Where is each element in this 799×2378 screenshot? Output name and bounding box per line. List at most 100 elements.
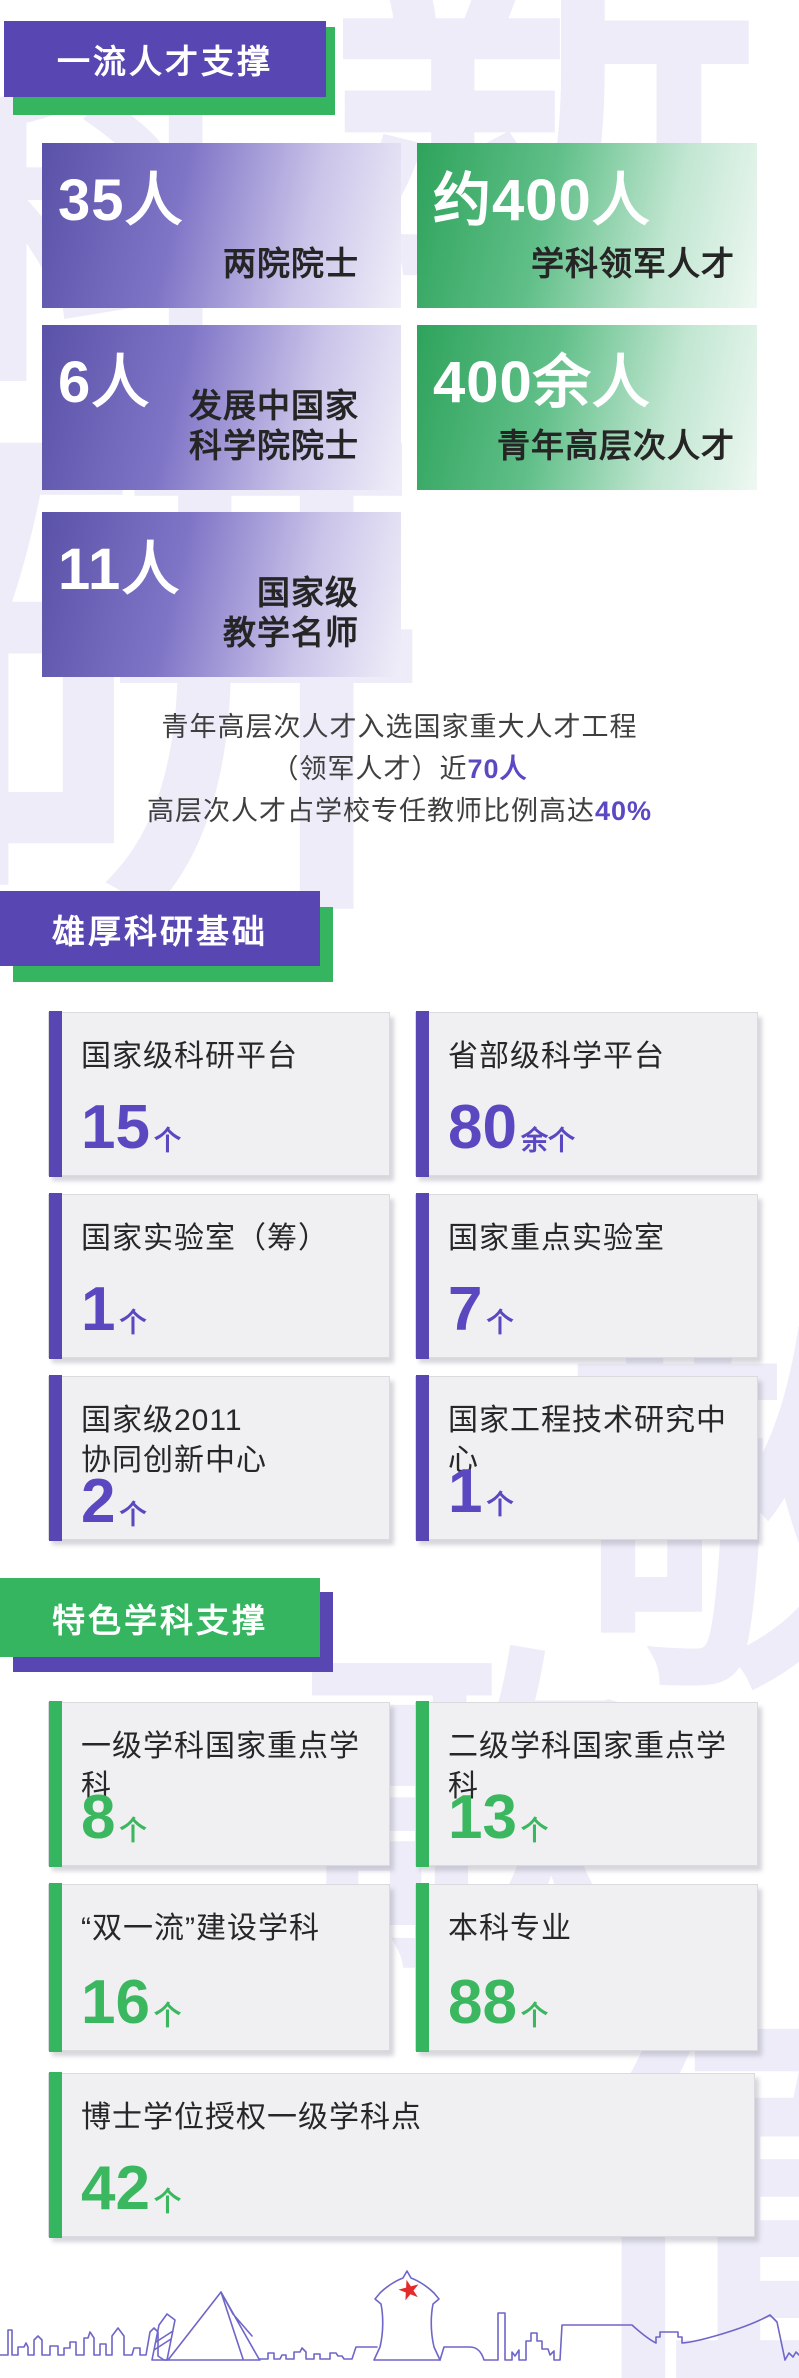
card-number-row: 1 个 [81,1275,147,1345]
stat-box-discipline-leaders: 约400人 学科领军人才 [417,143,757,308]
card-number-row: 7 个 [448,1275,514,1345]
card-accent-bar [416,1883,429,2052]
card-title: 一级学科国家重点学科 [81,1730,360,1803]
stat-value: 约400人 [433,168,651,233]
card-number: 15 [81,1093,150,1163]
card-unit: 个 [119,1308,147,1338]
card-number-row: 2 个 [81,1467,147,1537]
section-badge-talent: 一流人才支撑 [4,21,326,97]
stat-box-twas-academicians: 6人 发展中国家 科学院院士 [42,325,401,490]
discipline-card-second-level: 二级学科国家重点学科 13 个 [415,1701,758,1867]
stat-box-young-talents: 400余人 青年高层次人才 [417,325,757,490]
card-number-row: 13 个 [448,1783,548,1853]
card-accent-bar [49,1011,62,1177]
card-unit: 个 [486,1490,514,1520]
card-accent-bar [49,1375,62,1541]
card-unit: 余个 [520,1126,575,1156]
card-number: 16 [81,1968,150,2038]
card-number: 1 [448,1457,483,1527]
stat-label: 两院院士 [223,245,359,282]
stat-value: 6人 [58,350,151,415]
card-number: 13 [448,1783,517,1853]
stat-box-academicians: 35人 两院院士 [42,143,401,308]
research-card-key-labs: 国家重点实验室 7 个 [415,1193,758,1359]
discipline-card-double-first-class: “双一流”建设学科 16 个 [48,1883,390,2052]
card-number-row: 16 个 [81,1968,181,2038]
skyline-left-buildings [0,2327,169,2361]
stat-value: 35人 [58,168,184,233]
discipline-card-undergraduate-majors: 本科专业 88 个 [415,1883,758,2052]
card-unit: 个 [153,2187,181,2217]
card-unit: 个 [119,1816,147,1846]
card-title: 二级学科国家重点学科 [448,1730,727,1803]
card-accent-bar [49,2072,62,2238]
stat-label: 国家级 教学名师 [223,574,359,651]
card-number: 7 [448,1275,483,1345]
skyline-right-buildings [439,2312,799,2361]
section-badge-discipline: 特色学科支撑 [0,1578,320,1657]
card-number-row: 42 个 [81,2154,181,2224]
card-unit: 个 [153,2001,181,2031]
card-accent-bar [49,1701,62,1867]
card-unit: 个 [520,2001,548,2031]
card-accent-bar [416,1701,429,1867]
card-number-row: 88 个 [448,1968,548,2038]
stat-box-teaching-masters: 11人 国家级 教学名师 [42,512,401,677]
stat-value: 11人 [58,537,181,602]
note-highlight: 40% [594,796,653,826]
card-accent-bar [416,1193,429,1359]
card-unit: 个 [153,1126,181,1156]
card-unit: 个 [520,1816,548,1846]
card-title: 国家工程技术研究中心 [448,1404,727,1477]
skyline-pyramid [167,2291,261,2361]
card-title: 国家级科研平台 [81,1040,298,1073]
card-number: 2 [81,1467,116,1537]
talent-note-paragraph: 青年高层次人才入选国家重大人才工程 （领军人才）近70人 高层次人才占学校专任教… [0,706,799,832]
discipline-card-first-level: 一级学科国家重点学科 8 个 [48,1701,390,1867]
card-number-row: 8 个 [81,1787,147,1849]
card-accent-bar [416,1011,429,1177]
card-title: 省部级科学平台 [448,1040,665,1073]
research-card-national-lab: 国家实验室（筹） 1 个 [48,1193,390,1359]
card-accent-bar [49,1193,62,1359]
stat-label: 学科领军人才 [531,245,735,282]
card-title: 国家重点实验室 [448,1222,665,1255]
card-number: 1 [81,1275,116,1345]
discipline-card-doctoral-programs: 博士学位授权一级学科点 42 个 [48,2072,755,2238]
stat-label: 发展中国家 科学院院士 [189,387,359,464]
research-card-engineering-centers: 国家工程技术研究中心 1 个 [415,1375,758,1541]
card-accent-bar [416,1375,429,1541]
card-unit: 个 [486,1308,514,1338]
skyline-sail-sculpture [151,2313,176,2361]
stat-value: 400余人 [433,350,651,415]
note-line-2: （领军人才）近70人 [271,754,528,784]
note-highlight: 70人 [467,754,528,784]
star-icon: ★ [394,2272,425,2307]
card-title: “双一流”建设学科 [81,1912,320,1945]
note-line-3: 高层次人才占学校专任教师比例高达40% [146,796,653,826]
research-card-provincial-platforms: 省部级科学平台 80 余个 [415,1011,758,1177]
card-number: 42 [81,2154,150,2224]
card-unit: 个 [119,1500,147,1530]
card-number-row: 1 个 [448,1457,514,1527]
section-badge-label: 特色学科支撑 [52,1601,268,1639]
card-accent-bar [49,1883,62,2052]
skyline-memorial-tower [373,2270,441,2361]
skyline-illustration: ★ [0,2270,799,2361]
card-title: 博士学位授权一级学科点 [81,2101,422,2134]
card-title: 本科专业 [448,1912,572,1945]
card-number-row: 15 个 [81,1093,181,1163]
section-badge-label: 一流人才支撑 [57,43,273,80]
card-title: 国家级2011 协同创新中心 [81,1404,267,1477]
section-badge-research: 雄厚科研基础 [0,891,320,966]
skyline-mid-buildings [259,2346,378,2360]
card-number: 80 [448,1093,517,1163]
research-card-2011-centers: 国家级2011 协同创新中心 2 个 [48,1375,390,1541]
watermark-glyph: 研 [0,389,425,970]
section-badge-label: 雄厚科研基础 [52,912,268,950]
research-card-national-platforms: 国家级科研平台 15 个 [48,1011,390,1177]
stat-label: 青年高层次人才 [497,427,735,464]
card-number: 88 [448,1968,517,2038]
note-line-1: 青年高层次人才入选国家重大人才工程 [161,712,638,742]
